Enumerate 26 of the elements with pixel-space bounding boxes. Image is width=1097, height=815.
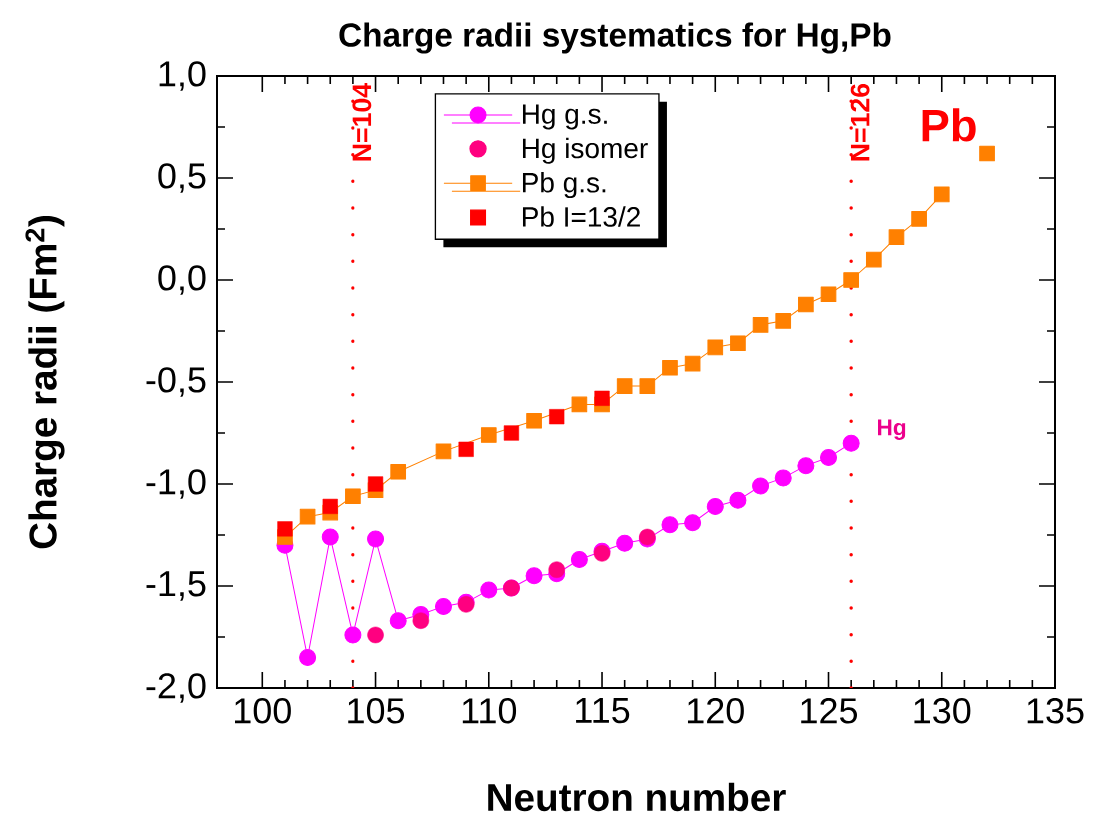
legend-label: Pb g.s. — [522, 172, 606, 199]
x-tick-label: 135 — [1027, 698, 1084, 724]
annotation: Hg — [878, 419, 906, 440]
annotation: Pb — [922, 108, 976, 142]
y-tick-label: -2,0 — [146, 673, 206, 703]
ref-line-label: N=104 — [352, 83, 372, 161]
y-tick-label: -1,0 — [146, 469, 206, 499]
legend-label: Hg g.s. — [522, 104, 607, 130]
y-tick-label: 0,0 — [158, 265, 206, 295]
ref-line-label: N=126 — [850, 83, 870, 161]
legend-label: Pb I=13/2 — [522, 206, 640, 227]
y-tick-label: 1,0 — [159, 61, 206, 91]
y-tick-label: 0,5 — [158, 163, 206, 193]
x-tick-label: 100 — [235, 698, 291, 724]
x-tick-label: 110 — [462, 698, 517, 724]
x-tick-label: 130 — [914, 698, 971, 724]
x-tick-label: 105 — [348, 698, 405, 724]
x-axis-title: Neutron number — [488, 782, 786, 812]
legend-label: Hg isomer — [522, 137, 648, 164]
chart-title: Charge radii systematics for Hg,Pb — [339, 22, 891, 54]
x-tick-label: 120 — [687, 698, 744, 724]
x-tick-label: 125 — [801, 698, 858, 724]
y-tick-label: -0,5 — [146, 367, 206, 397]
y-axis-title: Charge radii (Fm$^{2}$) — [25, 216, 65, 549]
y-tick-label: -1,5 — [146, 571, 206, 601]
x-tick-label: 115 — [576, 698, 630, 724]
